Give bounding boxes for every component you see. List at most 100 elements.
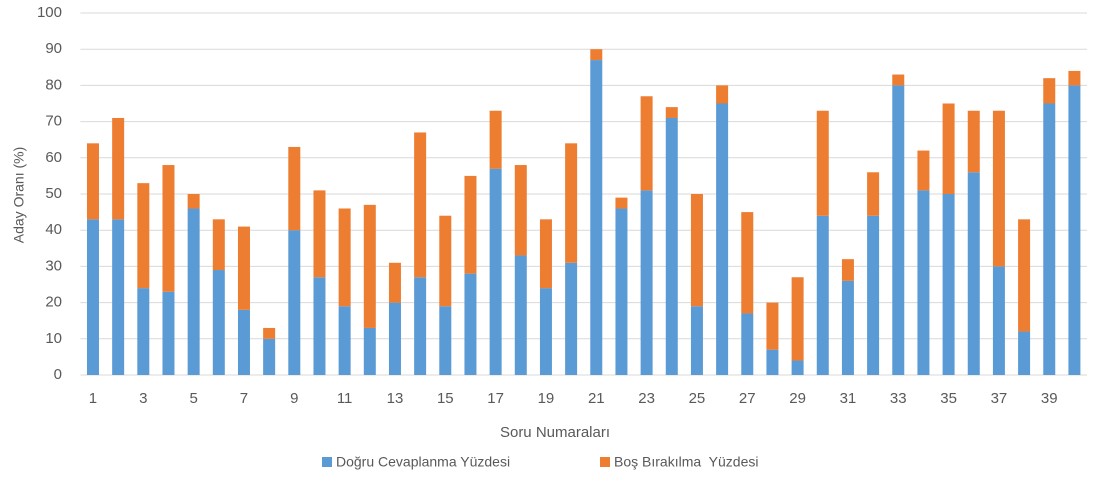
y-tick-label: 90	[45, 40, 62, 57]
bar-segment	[514, 165, 527, 256]
y-tick-label: 50	[45, 185, 62, 202]
bar-segment	[690, 306, 703, 375]
bar-segment	[741, 212, 754, 314]
bar-segment	[237, 226, 250, 310]
bar-segment	[665, 107, 678, 118]
bar-segment	[841, 259, 854, 281]
bar-segment	[489, 168, 502, 375]
bar-segment	[640, 190, 653, 375]
bar-segment	[237, 309, 250, 375]
y-tick-label: 40	[45, 221, 62, 238]
bar-segment	[187, 194, 200, 209]
bar-segment	[464, 175, 477, 274]
bar-segment	[414, 277, 427, 375]
x-tick-label: 15	[437, 390, 454, 407]
x-tick-label: 37	[991, 390, 1008, 407]
bar-segment	[967, 110, 980, 173]
bar-segment	[212, 270, 225, 375]
bar-segment	[766, 349, 779, 375]
bar-segment	[86, 219, 99, 375]
bar-segment	[112, 117, 125, 220]
bar-segment	[565, 143, 578, 263]
legend-swatch	[600, 457, 610, 467]
bar-segment	[615, 197, 628, 209]
bar-segment	[162, 291, 175, 375]
bar-segment	[640, 96, 653, 191]
x-tick-label: 33	[890, 390, 907, 407]
y-tick-label: 30	[45, 257, 62, 274]
bar-segment	[313, 277, 326, 375]
x-tick-label: 39	[1041, 390, 1058, 407]
bar-segment	[716, 103, 729, 375]
bar-segment	[137, 288, 150, 375]
bar-segment	[288, 146, 301, 231]
y-tick-label: 70	[45, 113, 62, 130]
x-tick-label: 21	[588, 390, 605, 407]
bar-segment	[514, 255, 527, 375]
bar-segment	[967, 172, 980, 375]
bar-segment	[992, 110, 1005, 267]
bar-segment	[489, 110, 502, 169]
bar-segment	[841, 280, 854, 375]
bar-segment	[212, 219, 225, 271]
x-tick-label: 17	[487, 390, 504, 407]
bar-segment	[539, 219, 552, 289]
x-tick-label: 9	[290, 390, 298, 407]
legend-label: Boş Bırakılma Yüzdesi	[614, 454, 758, 470]
y-tick-label: 0	[54, 366, 62, 383]
y-axis-title: Aday Oranı (%)	[11, 147, 27, 243]
x-tick-label: 35	[940, 390, 957, 407]
bar-segment	[439, 215, 452, 307]
bar-segment	[690, 194, 703, 307]
bar-segment	[1068, 70, 1081, 86]
bar-segment	[942, 103, 955, 194]
bar-segment	[1018, 331, 1031, 375]
bar-segment	[263, 338, 276, 375]
y-tick-label: 100	[37, 4, 62, 21]
bar-segment	[1018, 219, 1031, 332]
y-tick-label: 10	[45, 330, 62, 347]
bar-segment	[313, 190, 326, 278]
bar-segment	[137, 183, 150, 289]
bar-segment	[288, 230, 301, 375]
bar-segment	[388, 302, 401, 375]
bar-segment	[917, 150, 930, 191]
bar-segment	[942, 194, 955, 375]
x-tick-label: 3	[139, 390, 147, 407]
bar-segment	[590, 49, 603, 61]
bar-segment	[439, 306, 452, 375]
bar-segment	[464, 273, 477, 375]
bar-segment	[716, 85, 729, 104]
bar-segment	[414, 132, 427, 278]
bar-segment	[741, 313, 754, 375]
bar-segment	[892, 74, 905, 86]
x-tick-label: 27	[739, 390, 756, 407]
bar-segment	[86, 143, 99, 220]
bar-segment	[791, 277, 804, 361]
bar-segment	[867, 172, 880, 216]
bar-segment	[665, 117, 678, 375]
bar-segment	[388, 262, 401, 303]
legend-label: Doğru Cevaplanma Yüzdesi	[336, 454, 510, 470]
x-tick-label: 7	[240, 390, 248, 407]
bar-segment	[615, 208, 628, 375]
bar-segment	[539, 288, 552, 375]
bar-segment	[867, 215, 880, 375]
x-tick-label: 1	[89, 390, 97, 407]
x-tick-label: 13	[387, 390, 404, 407]
bar-segment	[892, 85, 905, 376]
y-tick-label: 60	[45, 149, 62, 166]
y-tick-label: 80	[45, 76, 62, 93]
bar-segment	[565, 262, 578, 375]
bar-segment	[162, 165, 175, 292]
bar-segment	[1068, 85, 1081, 376]
bar-segment	[791, 360, 804, 375]
bar-segment	[766, 302, 779, 350]
bar-segment	[816, 215, 829, 375]
bar-segment	[590, 60, 603, 376]
x-tick-label: 5	[189, 390, 197, 407]
bar-segment	[363, 204, 376, 328]
bar-segment	[187, 208, 200, 375]
bar-segment	[263, 327, 276, 339]
